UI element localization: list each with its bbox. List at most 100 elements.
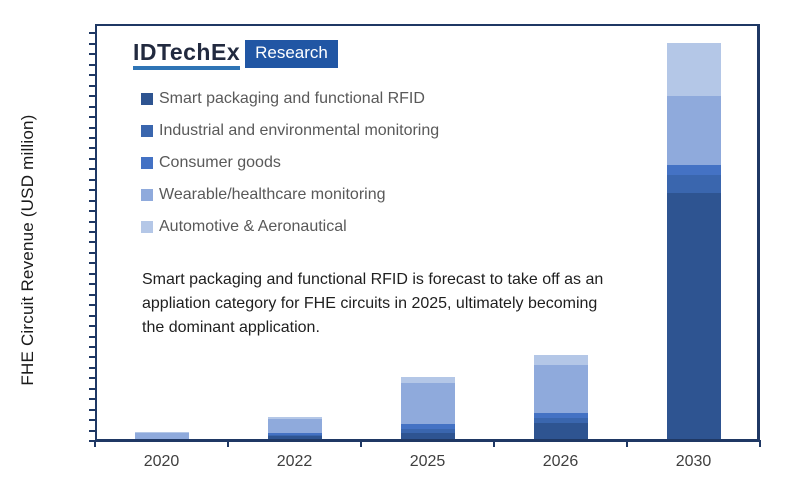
x-boundary-tick bbox=[227, 440, 229, 447]
y-minor-tick bbox=[89, 366, 95, 369]
y-minor-tick bbox=[89, 157, 95, 160]
stacked-bar-2020 bbox=[134, 432, 189, 439]
x-axis-label-2026: 2026 bbox=[542, 453, 579, 470]
bar-segment bbox=[666, 165, 721, 175]
legend-item: Wearable/healthcare monitoring bbox=[141, 179, 439, 211]
y-minor-tick bbox=[89, 377, 95, 380]
bar-segment bbox=[533, 418, 588, 423]
y-minor-tick bbox=[89, 126, 95, 129]
y-minor-tick bbox=[89, 63, 95, 66]
bar-segment bbox=[400, 377, 455, 383]
x-boundary-tick bbox=[94, 440, 96, 447]
y-minor-tick bbox=[89, 116, 95, 119]
y-minor-tick bbox=[89, 241, 95, 244]
y-minor-tick bbox=[89, 262, 95, 265]
bar-segment bbox=[134, 432, 189, 433]
bar-segment bbox=[666, 43, 721, 96]
bar-segment bbox=[666, 96, 721, 165]
plot-area: IDTechEx Research Smart packaging and fu… bbox=[89, 24, 761, 447]
x-axis-label-2025: 2025 bbox=[409, 453, 446, 470]
legend-swatch-icon bbox=[141, 221, 153, 233]
stacked-bar-2030 bbox=[666, 43, 721, 439]
legend-item: Industrial and environmental monitoring bbox=[141, 115, 439, 147]
y-minor-tick bbox=[89, 95, 95, 98]
bar-segment bbox=[267, 433, 322, 435]
y-minor-tick bbox=[89, 136, 95, 139]
y-axis-title: FHE Circuit Revenue (USD million) bbox=[18, 114, 37, 386]
bar-segment bbox=[533, 413, 588, 418]
y-minor-tick bbox=[89, 325, 95, 328]
bar-segment bbox=[400, 429, 455, 433]
y-minor-tick bbox=[89, 356, 95, 359]
bar-segment bbox=[666, 193, 721, 439]
x-axis-label-2020: 2020 bbox=[143, 453, 180, 470]
x-boundary-tick bbox=[360, 440, 362, 447]
stacked-bar-2025 bbox=[400, 377, 455, 439]
y-minor-tick bbox=[89, 74, 95, 77]
y-minor-tick bbox=[89, 408, 95, 411]
brand-logo-research-badge: Research bbox=[245, 40, 338, 68]
stacked-bar-2022 bbox=[267, 417, 322, 439]
bar-segment bbox=[400, 383, 455, 424]
bar-segment bbox=[533, 365, 588, 413]
y-minor-tick bbox=[89, 419, 95, 422]
y-minor-tick bbox=[89, 220, 95, 223]
bar-segment bbox=[400, 433, 455, 439]
y-minor-tick bbox=[89, 231, 95, 233]
y-minor-tick bbox=[89, 189, 95, 192]
y-minor-tick bbox=[89, 210, 95, 213]
stacked-bar-2026 bbox=[533, 355, 588, 439]
y-minor-tick bbox=[89, 283, 95, 286]
x-axis-label-2030: 2030 bbox=[675, 453, 712, 470]
y-minor-tick bbox=[89, 387, 95, 390]
legend-item-label: Industrial and environmental monitoring bbox=[159, 122, 440, 139]
y-minor-tick bbox=[89, 272, 95, 275]
y-minor-tick bbox=[89, 251, 95, 254]
bar-segment bbox=[267, 417, 322, 419]
y-minor-tick bbox=[89, 53, 95, 56]
legend-swatch-icon bbox=[141, 93, 153, 105]
y-minor-tick bbox=[89, 345, 95, 348]
y-minor-tick bbox=[89, 440, 95, 442]
legend-item: Consumer goods bbox=[141, 147, 439, 179]
legend-item: Smart packaging and functional RFID bbox=[141, 83, 439, 115]
legend-swatch-icon bbox=[141, 125, 153, 137]
bar-segment bbox=[400, 424, 455, 429]
x-boundary-tick bbox=[626, 440, 628, 447]
bar-segment bbox=[267, 435, 322, 436]
chart-annotation: Smart packaging and functional RFID is f… bbox=[142, 271, 604, 336]
bar-segment bbox=[267, 419, 322, 433]
y-minor-tick bbox=[89, 84, 95, 87]
y-minor-tick bbox=[89, 178, 95, 181]
y-minor-tick bbox=[89, 42, 95, 45]
y-minor-tick bbox=[89, 314, 95, 317]
y-minor-tick bbox=[89, 147, 95, 150]
y-minor-tick bbox=[89, 168, 95, 171]
x-boundary-tick bbox=[493, 440, 495, 447]
y-minor-tick bbox=[89, 105, 95, 108]
legend-item-label: Smart packaging and functional RFID bbox=[159, 90, 425, 107]
legend-item-label: Consumer goods bbox=[159, 154, 281, 171]
bar-segment bbox=[267, 436, 322, 439]
legend-swatch-icon bbox=[141, 157, 153, 169]
bar-segment bbox=[533, 423, 588, 439]
legend-item-label: Wearable/healthcare monitoring bbox=[159, 186, 386, 203]
legend-item-label: Automotive & Aeronautical bbox=[159, 218, 347, 235]
legend-item: Automotive & Aeronautical bbox=[141, 211, 439, 243]
bar-segment bbox=[533, 355, 588, 365]
brand-logo: IDTechEx Research bbox=[133, 40, 338, 70]
bar-segment bbox=[666, 175, 721, 193]
y-minor-tick bbox=[89, 429, 95, 432]
x-boundary-tick bbox=[759, 440, 761, 447]
legend-swatch-icon bbox=[141, 189, 153, 201]
y-minor-tick bbox=[89, 335, 95, 338]
bar-segment bbox=[134, 433, 189, 439]
y-minor-tick bbox=[89, 32, 95, 35]
legend: Smart packaging and functional RFID Indus… bbox=[141, 83, 439, 243]
x-axis-label-2022: 2022 bbox=[276, 453, 313, 470]
y-minor-tick bbox=[89, 398, 95, 401]
brand-logo-text: IDTechEx bbox=[133, 40, 241, 70]
y-minor-tick bbox=[89, 304, 95, 307]
y-minor-tick bbox=[89, 293, 95, 296]
